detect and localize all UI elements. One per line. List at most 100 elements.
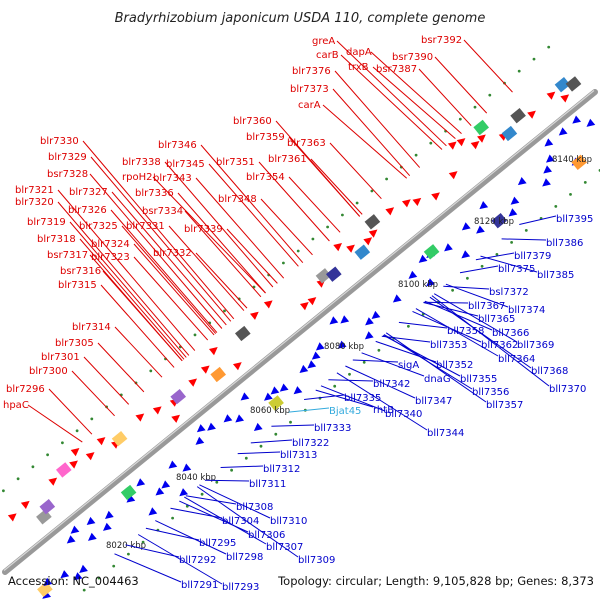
gene-block [39,499,56,515]
reverse-gene-label[interactable]: bll7355 [460,374,497,385]
reverse-gene-label[interactable]: bll7352 [436,360,473,371]
reverse-gene-arrow [371,310,381,320]
reverse-gene-label[interactable]: bll7309 [298,555,335,566]
reverse-gene-label[interactable]: bll7366 [492,328,529,339]
forward-gene-label[interactable]: hpaC [3,400,29,411]
forward-gene-label[interactable]: blr7363 [287,138,326,149]
forward-gene-arrow [20,500,30,510]
reverse-gene-label[interactable]: bll7395 [556,214,593,225]
tick-dot [466,276,469,280]
forward-gene-label[interactable]: bsr7390 [392,52,433,63]
forward-gene-label[interactable]: blr7373 [290,84,329,95]
forward-gene-label[interactable]: blr7330 [40,136,79,147]
forward-gene-label[interactable]: blr7296 [6,384,45,395]
leader-line [71,370,115,417]
forward-gene-label[interactable]: dapA [346,47,372,58]
forward-gene-label[interactable]: blr7376 [292,66,331,77]
forward-gene-label[interactable]: greA [312,36,335,47]
forward-gene-label[interactable]: blr7326 [68,205,107,216]
leader-line [381,335,431,343]
reverse-gene-label[interactable]: bll7322 [292,438,329,449]
forward-gene-label[interactable]: bsr7328 [47,169,88,180]
reverse-gene-label[interactable]: bll7374 [508,305,545,316]
forward-gene-label[interactable]: blr7360 [233,116,272,127]
forward-gene-label[interactable]: blr7325 [79,221,118,232]
forward-gene-label[interactable]: blr7323 [91,252,130,263]
reverse-gene-label[interactable]: bll7358 [447,326,484,337]
forward-gene-label[interactable]: carA [298,100,321,111]
forward-gene-label[interactable]: blr7346 [158,140,197,151]
reverse-gene-label[interactable]: bll7344 [427,428,464,439]
forward-gene-label[interactable]: bsr7317 [47,250,88,261]
reverse-gene-label[interactable]: bll7298 [226,552,263,563]
reverse-gene-label[interactable]: bll7292 [179,555,216,566]
forward-gene-label[interactable]: blr7343 [153,173,192,184]
reverse-gene-label[interactable]: bll7375 [498,264,535,275]
reverse-gene-label[interactable]: bll7308 [236,502,273,513]
forward-gene-label[interactable]: blr7314 [72,322,111,333]
forward-gene-label[interactable]: blr7354 [246,172,285,183]
forward-gene-label[interactable]: blr7320 [15,197,54,208]
forward-gene-label[interactable]: bsr7316 [60,266,101,277]
forward-gene-label[interactable]: blr7315 [58,280,97,291]
forward-gene-label[interactable]: blr7331 [126,221,165,232]
forward-gene-label[interactable]: carB [316,50,339,61]
forward-gene-label[interactable]: blr7348 [218,194,257,205]
reverse-gene-label[interactable]: bll7367 [468,301,505,312]
forward-gene-label[interactable]: blr7301 [41,352,80,363]
reverse-gene-label[interactable]: sigA [398,360,419,371]
reverse-gene-label[interactable]: bll7312 [263,464,300,475]
reverse-gene-label[interactable]: bll7310 [270,516,307,527]
reverse-gene-label[interactable]: bll7291 [181,580,218,591]
reverse-gene-label[interactable]: bll7340 [385,409,422,420]
reverse-gene-label[interactable]: bll7311 [249,479,286,490]
reverse-gene-label[interactable]: bll7370 [549,384,586,395]
forward-gene-label[interactable]: blr7319 [27,217,66,228]
forward-gene-label[interactable]: blr7329 [48,152,87,163]
forward-gene-label[interactable]: bsr7334 [142,206,183,217]
reverse-gene-label[interactable]: bsl7372 [489,287,529,298]
reverse-gene-label[interactable]: bll7365 [478,314,515,325]
reverse-gene-label[interactable]: bll7369 [517,340,554,351]
reverse-gene-label[interactable]: bll7304 [222,516,259,527]
forward-gene-label[interactable]: blr7336 [135,188,174,199]
reverse-gene-label[interactable]: bll7342 [373,379,410,390]
forward-gene-label[interactable]: blr7332 [153,248,192,259]
forward-gene-label[interactable]: blr7327 [69,187,108,198]
reverse-gene-label[interactable]: bll7385 [537,270,574,281]
reverse-gene-label[interactable]: bll7379 [514,251,551,262]
reverse-gene-arrow [104,510,114,519]
reverse-gene-label[interactable]: bll7333 [314,423,351,434]
leader-line [195,177,285,279]
rna-gene-label[interactable]: Bjat45 [329,406,361,417]
reverse-gene-label[interactable]: bll7353 [430,340,467,351]
reverse-gene-label[interactable]: bll7386 [546,238,583,249]
leader-line [57,189,196,351]
forward-gene-label[interactable]: blr7305 [55,338,94,349]
forward-gene-label[interactable]: blr7338 [122,157,161,168]
forward-gene-label[interactable]: bsr7387 [376,64,417,75]
reverse-gene-label[interactable]: bll7335 [344,393,381,404]
reverse-gene-label[interactable]: bll7347 [415,396,452,407]
reverse-gene-label[interactable]: bll7368 [531,366,568,377]
forward-gene-label[interactable]: rpoH2 [122,172,152,183]
forward-gene-label[interactable]: trxB [348,62,369,73]
forward-gene-label[interactable]: blr7345 [166,159,205,170]
reverse-gene-arrow [168,460,178,469]
forward-gene-label[interactable]: blr7351 [216,157,255,168]
reverse-gene-label[interactable]: bll7313 [280,450,317,461]
forward-gene-label[interactable]: blr7324 [91,239,130,250]
forward-gene-label[interactable]: blr7321 [15,185,54,196]
forward-gene-label[interactable]: blr7318 [37,234,76,245]
forward-gene-label[interactable]: blr7361 [268,154,307,165]
reverse-gene-label[interactable]: bll7293 [222,582,259,593]
forward-gene-label[interactable]: blr7339 [184,224,223,235]
reverse-gene-label[interactable]: bll7357 [486,400,523,411]
reverse-gene-label[interactable]: dnaG [424,374,451,385]
forward-gene-label[interactable]: blr7359 [246,132,285,143]
reverse-gene-label[interactable]: bll7364 [498,354,535,365]
forward-gene-label[interactable]: bsr7392 [421,35,462,46]
forward-gene-label[interactable]: blr7300 [29,366,68,377]
reverse-gene-label[interactable]: bll7356 [472,387,509,398]
reverse-gene-label[interactable]: bll7295 [199,538,236,549]
